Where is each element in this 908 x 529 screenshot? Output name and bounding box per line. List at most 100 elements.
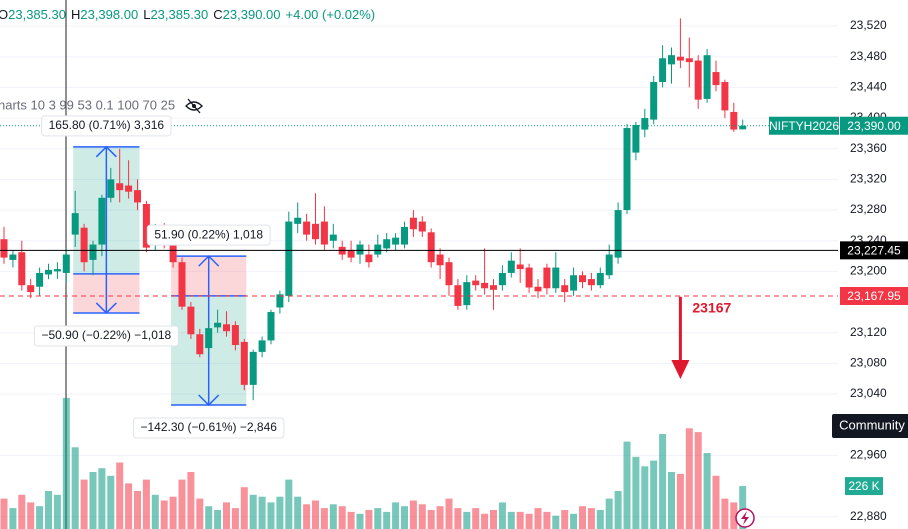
y-tick-label: 23,200 bbox=[850, 264, 887, 278]
measure-label-box bbox=[132, 417, 285, 439]
ohlc-key: O bbox=[0, 7, 9, 22]
candle-body bbox=[659, 58, 667, 83]
candle-body bbox=[409, 217, 417, 230]
community-button[interactable]: Community bbox=[839, 417, 905, 432]
candle-body bbox=[463, 282, 471, 306]
candle-body bbox=[525, 267, 533, 288]
candle-body bbox=[685, 58, 693, 63]
volume-bar bbox=[676, 473, 684, 529]
volume-bar bbox=[169, 496, 177, 529]
price-axis bbox=[838, 0, 908, 529]
candle-body bbox=[490, 285, 497, 290]
candle-body bbox=[703, 55, 711, 99]
volume-bar bbox=[418, 504, 426, 529]
volume-bar bbox=[668, 472, 675, 529]
volume-bar bbox=[445, 498, 453, 529]
volume-bar bbox=[205, 506, 213, 529]
volume-bar bbox=[196, 498, 204, 529]
candle-body bbox=[205, 328, 213, 349]
y-tick-label: 23,040 bbox=[850, 386, 887, 400]
candle-body bbox=[9, 254, 17, 260]
candle-body bbox=[641, 118, 649, 130]
candle-body bbox=[365, 254, 373, 263]
candle-body bbox=[71, 213, 79, 235]
candle-body bbox=[383, 239, 391, 249]
candle-body bbox=[356, 244, 364, 255]
volume-bar bbox=[347, 511, 355, 529]
candle-body bbox=[552, 267, 560, 289]
volume-bar bbox=[641, 466, 649, 529]
volume-bar bbox=[498, 502, 506, 529]
volume-bar bbox=[258, 496, 266, 529]
y-tick-label: 22,880 bbox=[850, 509, 887, 523]
volume-bar bbox=[27, 502, 35, 529]
y-tick-label: 22,960 bbox=[850, 448, 887, 462]
volume-bar bbox=[294, 496, 302, 529]
volume-bar bbox=[374, 508, 382, 529]
volume-bar bbox=[730, 502, 738, 529]
volume-bar bbox=[632, 456, 640, 529]
candle-body bbox=[0, 239, 8, 258]
arrow-head bbox=[198, 255, 220, 407]
candle-body bbox=[445, 262, 453, 286]
volume-bar bbox=[516, 511, 524, 529]
candle-body bbox=[347, 249, 355, 258]
ohlc-key: L bbox=[143, 7, 151, 22]
candle-body bbox=[561, 285, 569, 293]
volume-bar bbox=[436, 506, 444, 529]
volume-bar bbox=[285, 479, 293, 529]
candle-body bbox=[62, 254, 70, 273]
volume-bar bbox=[89, 472, 97, 529]
candle-body bbox=[27, 285, 35, 293]
price-label-box bbox=[840, 116, 908, 135]
candle-body bbox=[507, 260, 515, 273]
annotation-label: 23167 bbox=[692, 299, 731, 315]
volume-bar bbox=[125, 483, 133, 529]
candle-body bbox=[436, 254, 444, 266]
candle-body bbox=[392, 237, 400, 245]
volume-bar bbox=[187, 472, 195, 529]
y-tick-label: 23,320 bbox=[850, 172, 887, 186]
volume-bar bbox=[579, 506, 586, 529]
y-tick-label: 23,280 bbox=[850, 202, 887, 216]
candle-body bbox=[125, 185, 133, 192]
volume-bar bbox=[98, 468, 106, 529]
candle-body bbox=[712, 72, 720, 86]
y-tick-label: 23,480 bbox=[850, 49, 887, 63]
ohlc-key: H bbox=[70, 7, 81, 22]
hide-icon-dot bbox=[192, 104, 196, 108]
volume-bar bbox=[543, 511, 551, 529]
candle-body bbox=[650, 82, 658, 120]
candle-body bbox=[587, 279, 595, 286]
price-label: 23,167.95 bbox=[847, 289, 901, 303]
candle-body bbox=[223, 324, 230, 332]
measure-label: 51.90 (0.22%) 1,018 bbox=[154, 227, 263, 241]
candle-body bbox=[178, 262, 186, 307]
candle-body bbox=[401, 226, 408, 245]
measure-label: 165.80 (0.71%) 3,316 bbox=[49, 118, 165, 132]
candle-body bbox=[739, 125, 747, 130]
candle-body bbox=[80, 227, 88, 263]
volume-bar bbox=[107, 475, 115, 529]
volume-bar bbox=[454, 508, 462, 529]
volume-bar bbox=[116, 462, 124, 529]
candle-body bbox=[134, 190, 141, 203]
candle-body bbox=[107, 179, 115, 198]
annotation-arrow-head bbox=[671, 360, 690, 379]
candle-body bbox=[53, 269, 61, 272]
volume-bar bbox=[134, 491, 141, 529]
volume-bar bbox=[249, 494, 257, 529]
y-tick-label: 23,440 bbox=[850, 80, 887, 94]
measure-label-box bbox=[33, 325, 179, 347]
y-tick-label: 23,120 bbox=[850, 325, 887, 339]
measure-label: −142.30 (−0.61%) −2,846 bbox=[140, 420, 277, 434]
candle-body bbox=[249, 351, 257, 385]
candle-body bbox=[605, 254, 613, 276]
candle-body bbox=[276, 294, 284, 308]
volume-bar bbox=[570, 513, 578, 529]
candle-body bbox=[516, 264, 524, 270]
candle-body bbox=[570, 275, 578, 291]
volume-bar bbox=[80, 479, 88, 529]
candle-body bbox=[694, 60, 702, 100]
